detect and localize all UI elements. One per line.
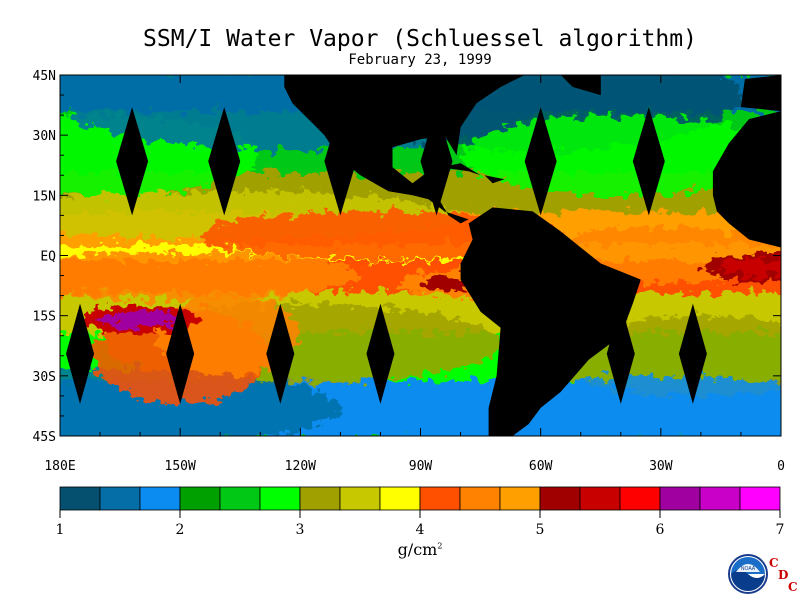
colorbar-tick-label-0: 1 (56, 522, 65, 538)
land-north-america (284, 75, 525, 224)
swath-gap-north-0 (116, 107, 149, 216)
map-title: SSM/I Water Vapor (Schluessel algorithm) (143, 26, 697, 52)
colorbar-swatch-16 (699, 486, 741, 511)
swath-gap-north-4 (524, 107, 557, 216)
map-date: February 23, 1999 (348, 52, 492, 68)
vapor-hotspot-1 (720, 259, 781, 276)
colorbar-unit: g/cm2 (380, 540, 460, 559)
colorbar-swatch-7 (339, 486, 381, 511)
swath-gap-south-1 (166, 303, 195, 404)
colorbar-swatch-11 (499, 486, 541, 511)
colorbar-swatch-13 (579, 486, 621, 511)
swath-gap-south-3 (366, 303, 395, 404)
swath-gap-north-3 (420, 107, 453, 216)
cdc-letter-1: C (769, 556, 779, 570)
cdc-letter-3: C (788, 580, 798, 594)
missing-data-swaths (66, 107, 707, 404)
y-tick-label-6: 45S (33, 430, 56, 445)
x-tick-label-0: 180E (44, 459, 75, 474)
colorbar-swatch-15 (659, 486, 701, 511)
colorbar-swatch-10 (459, 486, 501, 511)
map-axes: 45N 30N 15N EQ 15S 30S 45S 180E 150W 120W 90W 60W 30… (33, 69, 785, 474)
swath-gap-south-4 (606, 303, 635, 404)
colorbar-swatch-17 (739, 486, 781, 511)
vapor-hotspot-0 (100, 311, 181, 328)
colorbar-tick-label-5: 6 (656, 522, 665, 538)
x-tick-label-3: 90W (409, 459, 433, 474)
y-tick-label-4: 15S (33, 310, 56, 325)
colorbar-tick-label-2: 3 (296, 522, 305, 538)
colorbar-unit-text: g/cm (397, 540, 438, 559)
map-plot-area (60, 75, 781, 436)
colorbar-swatch-9 (419, 486, 461, 511)
x-tick-label-1: 150W (165, 459, 196, 474)
swath-gap-north-5 (632, 107, 665, 216)
noaa-logo: NOAA (728, 554, 768, 594)
colorbar-swatch-6 (299, 486, 341, 511)
colorbar-swatch-8 (379, 486, 421, 511)
x-tick-label-4: 60W (529, 459, 553, 474)
colorbar-tick-label-4: 5 (536, 522, 545, 538)
colorbar-unit-exponent: 2 (437, 541, 443, 551)
x-tick-label-6: 0 (777, 459, 785, 474)
land-hispaniola (484, 175, 505, 184)
colorbar-swatch-4 (219, 486, 261, 511)
land-europe (740, 75, 781, 112)
y-tick-label-3: EQ (40, 250, 56, 265)
colorbar-swatch-5 (259, 486, 301, 511)
y-tick-label-1: 30N (33, 129, 56, 144)
y-tick-label-2: 15N (33, 189, 56, 204)
colorbar-tick-label-6: 7 (776, 522, 785, 538)
cdc-letter-2: D (778, 568, 789, 582)
colorbar-tick-label-1: 2 (176, 522, 185, 538)
y-tick-label-0: 45N (33, 69, 56, 84)
swath-gap-south-5 (678, 303, 707, 404)
swath-gap-south-0 (66, 303, 95, 404)
x-tick-label-5: 30W (649, 459, 673, 474)
vapor-patch-7 (60, 251, 361, 300)
colorbar-swatch-14 (619, 486, 661, 511)
colorbar: 1 2 3 4 5 6 7 (56, 486, 785, 538)
land-africa (712, 111, 781, 248)
land-greenland (560, 75, 601, 96)
land-south-america (460, 207, 641, 436)
colorbar-swatch-3 (179, 486, 221, 511)
swath-gap-south-2 (266, 303, 295, 404)
colorbar-swatch-0 (59, 486, 101, 511)
colorbar-tick-label-3: 4 (416, 522, 425, 538)
colorbar-swatch-2 (139, 486, 181, 511)
colorbar-swatch-1 (99, 486, 141, 511)
noaa-logo-text: NOAA (741, 566, 756, 572)
colorbar-swatch-12 (539, 486, 581, 511)
x-tick-label-2: 120W (285, 459, 316, 474)
swath-gap-north-1 (208, 107, 241, 216)
land-masses (284, 75, 781, 436)
swath-gap-north-2 (324, 107, 357, 216)
y-tick-label-5: 30S (33, 370, 56, 385)
